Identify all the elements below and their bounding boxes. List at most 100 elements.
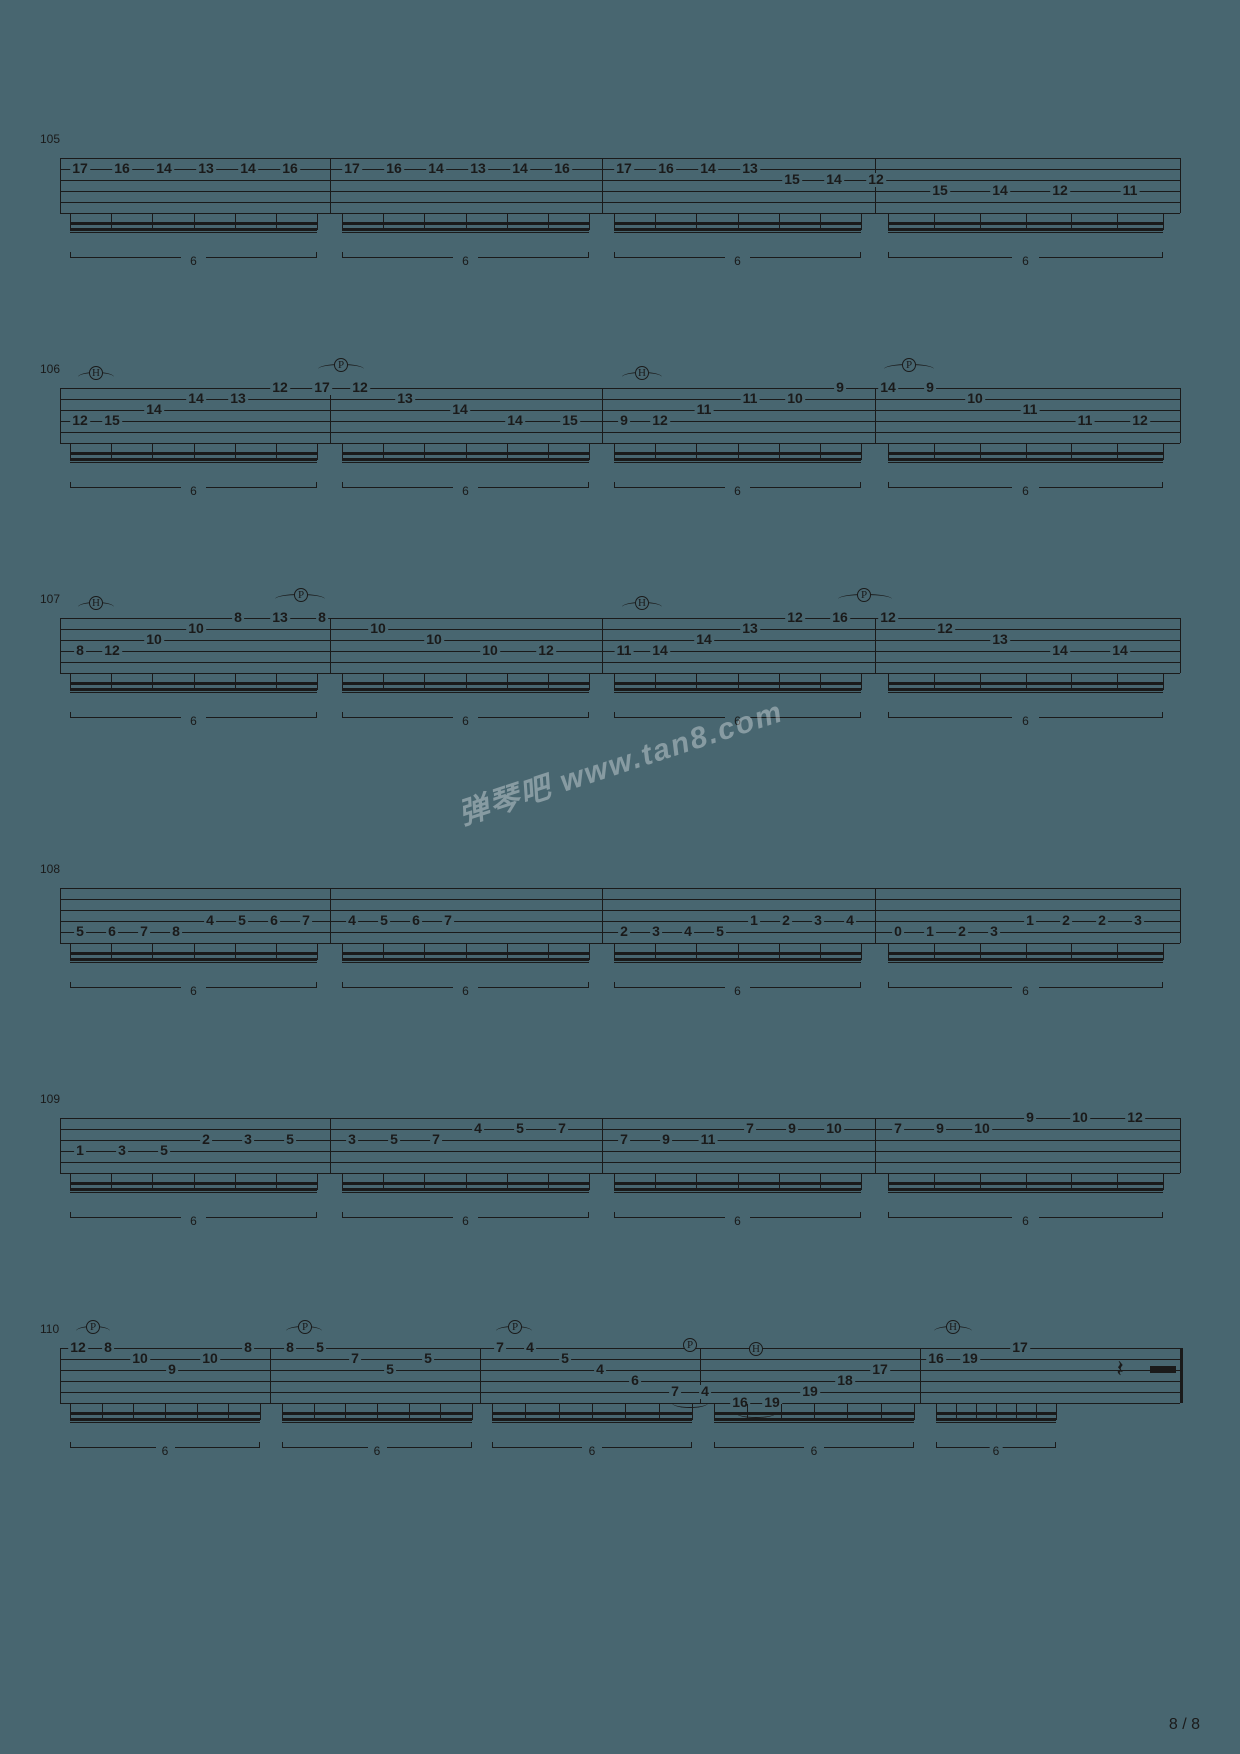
technique-p: P — [298, 1320, 312, 1334]
technique-p: P — [334, 358, 348, 372]
fret-number: 14 — [694, 633, 714, 647]
fret-number: 3 — [242, 1133, 254, 1147]
fret-number: 5 — [514, 1122, 526, 1136]
fret-number: 14 — [144, 403, 164, 417]
tab-system: 1061215141413121712131414159121111109149… — [60, 370, 1180, 530]
beam-group: 6 — [70, 222, 317, 252]
fret-number: 2 — [618, 925, 630, 939]
fret-number: 7 — [494, 1341, 506, 1355]
bar-number: 106 — [40, 362, 60, 376]
fret-number: 10 — [972, 1122, 992, 1136]
fret-number: 11 — [615, 644, 634, 658]
tab-system: 10856784567456723451234012312236666 — [60, 870, 1180, 1030]
tuplet-number: 6 — [731, 1214, 744, 1228]
fret-number: 19 — [960, 1352, 980, 1366]
fret-number: 12 — [1125, 1111, 1145, 1125]
fret-number: 7 — [618, 1133, 630, 1147]
tuplet-number: 6 — [459, 714, 472, 728]
fret-number: 16 — [384, 162, 404, 176]
fret-number: 5 — [388, 1133, 400, 1147]
fret-number: 1 — [924, 925, 936, 939]
fret-number: 8 — [102, 1341, 114, 1355]
fret-number: 10 — [1070, 1111, 1090, 1125]
fret-number: 5 — [384, 1363, 396, 1377]
technique-p: P — [683, 1338, 697, 1352]
fret-number: 13 — [395, 392, 415, 406]
fret-number: 3 — [650, 925, 662, 939]
beam-group: 6 — [70, 682, 317, 712]
tuplet-number: 6 — [731, 984, 744, 998]
technique-p: P — [294, 588, 308, 602]
technique-p: P — [857, 588, 871, 602]
fret-number: 5 — [314, 1341, 326, 1355]
fret-number: 16 — [926, 1352, 946, 1366]
fret-number: 12 — [102, 644, 122, 658]
tuplet-number: 6 — [187, 484, 200, 498]
fret-number: 15 — [930, 184, 950, 198]
tuplet-number: 6 — [459, 1214, 472, 1228]
technique-h: H — [749, 1342, 763, 1356]
tuplet-number: 6 — [459, 484, 472, 498]
fret-number: 7 — [430, 1133, 442, 1147]
fret-number: 2 — [1060, 914, 1072, 928]
fret-number: 4 — [524, 1341, 536, 1355]
fret-number: 8 — [232, 611, 244, 625]
beam-group: 6 — [614, 682, 861, 712]
fret-number: 10 — [200, 1352, 220, 1366]
fret-number: 10 — [186, 622, 206, 636]
tuplet-number: 6 — [731, 254, 744, 268]
fret-number: 2 — [1096, 914, 1108, 928]
tuplet-number: 6 — [187, 1214, 200, 1228]
beam-group: 6 — [888, 682, 1163, 712]
fret-number: 4 — [844, 914, 856, 928]
beam-group: 6 — [888, 452, 1163, 482]
beam-group: 6 — [342, 222, 589, 252]
beam-group: 6 — [888, 222, 1163, 252]
fret-number: 10 — [480, 644, 500, 658]
beam-group: 6 — [714, 1412, 914, 1442]
fret-number: 3 — [812, 914, 824, 928]
fret-number: 9 — [934, 1122, 946, 1136]
tab-system: 1101281091088575574546741619191817161917… — [60, 1330, 1180, 1490]
tuplet-number: 6 — [1019, 254, 1032, 268]
tuplet-number: 6 — [459, 984, 472, 998]
beam-group: 6 — [614, 1182, 861, 1212]
bar-number: 108 — [40, 862, 60, 876]
fret-number: 13 — [228, 392, 248, 406]
fret-number: 12 — [935, 622, 955, 636]
fret-number: 9 — [618, 414, 630, 428]
beam-group: 6 — [70, 1412, 260, 1442]
fret-number: 12 — [1130, 414, 1150, 428]
fret-number: 5 — [284, 1133, 296, 1147]
fret-number: 14 — [505, 414, 525, 428]
bar-number: 109 — [40, 1092, 60, 1106]
beam-group: 6 — [70, 452, 317, 482]
fret-number: 13 — [468, 162, 488, 176]
fret-number: 12 — [650, 414, 670, 428]
fret-number: 8 — [170, 925, 182, 939]
fret-number: 7 — [442, 914, 454, 928]
fret-number: 13 — [196, 162, 216, 176]
page-number: 8 / 8 — [1169, 1716, 1200, 1734]
fret-number: 6 — [410, 914, 422, 928]
fret-number: 15 — [102, 414, 122, 428]
fret-number: 14 — [650, 644, 670, 658]
fret-number: 14 — [510, 162, 530, 176]
tuplet-number: 6 — [808, 1444, 821, 1458]
beam-group: 6 — [342, 1182, 589, 1212]
fret-number: 13 — [270, 611, 290, 625]
fret-number: 13 — [740, 622, 760, 636]
fret-number: 9 — [924, 381, 936, 395]
fret-number: 10 — [368, 622, 388, 636]
fret-number: 4 — [346, 914, 358, 928]
fret-number: 10 — [785, 392, 805, 406]
fret-number: 0 — [892, 925, 904, 939]
fret-number: 14 — [990, 184, 1010, 198]
technique-h: H — [946, 1320, 960, 1334]
fret-number: 17 — [1010, 1341, 1030, 1355]
tuplet-number: 6 — [586, 1444, 599, 1458]
fret-number: 14 — [426, 162, 446, 176]
fret-number: 16 — [830, 611, 850, 625]
fret-number: 17 — [342, 162, 362, 176]
fret-number: 7 — [138, 925, 150, 939]
